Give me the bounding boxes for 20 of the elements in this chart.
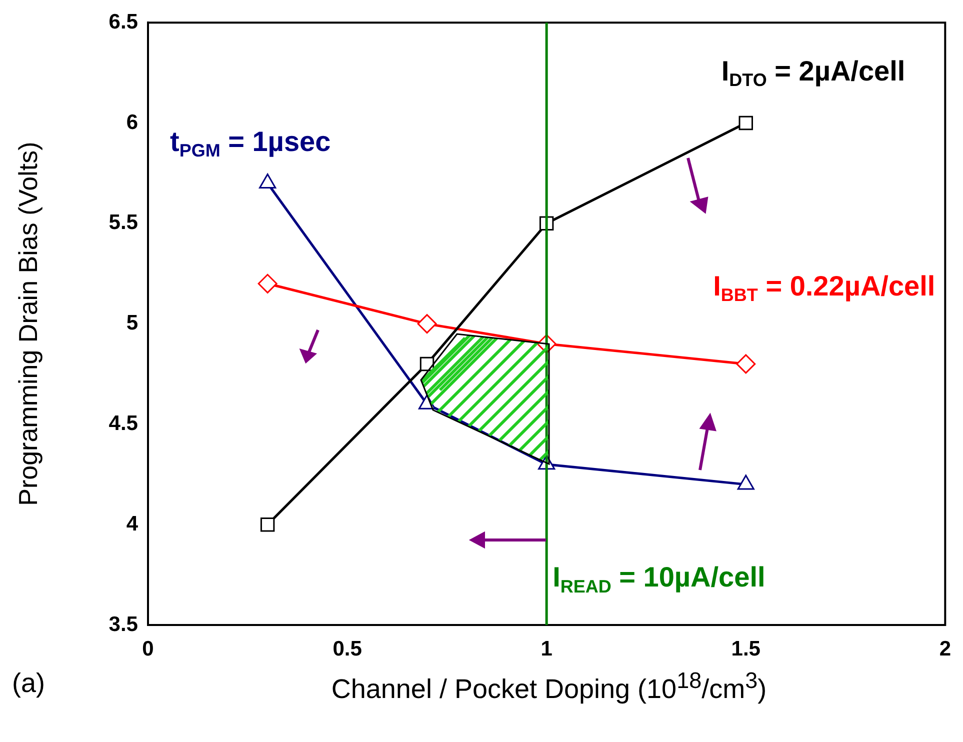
point [417, 314, 437, 334]
y-tick-label: 6 [126, 110, 138, 134]
x-tick-label: 0.5 [332, 637, 362, 660]
point [736, 354, 756, 374]
y-tick-label: 4.5 [108, 412, 138, 435]
x-tick-label: 1.5 [731, 637, 761, 660]
y-tick-label: 3.5 [108, 612, 138, 636]
y-tick-label: 5 [126, 312, 138, 335]
text: (a) [12, 668, 45, 699]
point [738, 116, 753, 130]
y-axis-title: Programming Drain Bias (Volts) [12, 142, 43, 506]
point [260, 517, 275, 532]
y-tick-label: 4 [126, 512, 138, 536]
x-tick-label: 1 [540, 637, 553, 660]
x-tick-label: 2 [939, 637, 952, 660]
y-tick-label: 5.5 [108, 211, 138, 234]
x-axis-title: Channel / Pocket Doping (10$^{18}$/cm$^{3}$) [330, 668, 768, 705]
point [258, 274, 278, 294]
x-tick-label: 0 [142, 637, 154, 660]
y-tick-label: 6.5 [108, 10, 138, 34]
